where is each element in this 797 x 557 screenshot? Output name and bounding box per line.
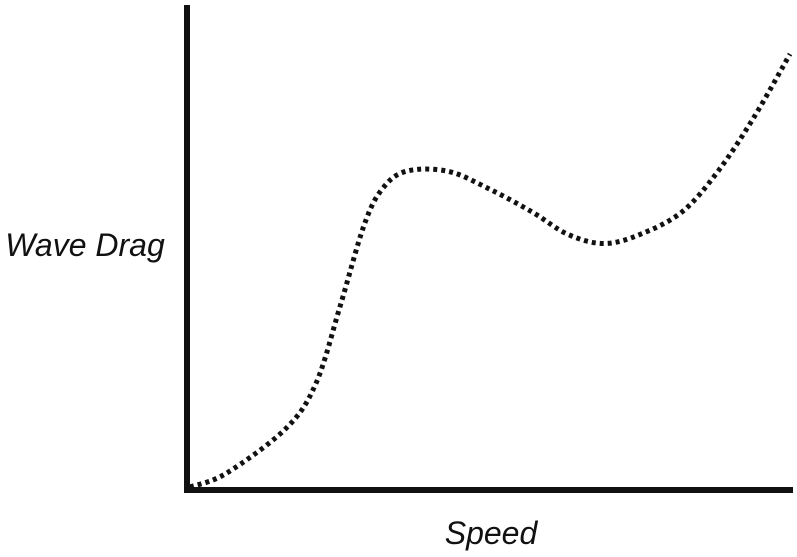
x-axis-title: Speed <box>445 515 539 551</box>
series-line <box>189 52 793 490</box>
y-axis-title: Wave Drag <box>5 227 165 263</box>
